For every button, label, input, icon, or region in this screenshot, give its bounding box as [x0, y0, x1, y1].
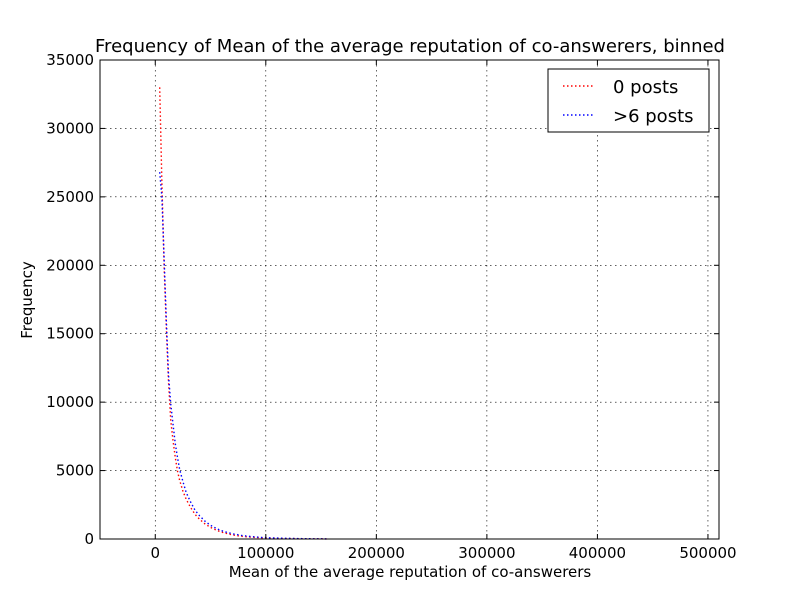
y-tick-label: 25000: [46, 188, 94, 206]
x-tick-label: 400000: [569, 544, 626, 562]
x-tick-label: 500000: [679, 544, 736, 562]
legend: 0 posts >6 posts: [547, 68, 710, 133]
x-tick-label: 200000: [348, 544, 405, 562]
y-tick-label: 30000: [46, 119, 94, 137]
series-line-6-plus-posts: [159, 172, 327, 540]
legend-box: [547, 68, 710, 133]
series-line-0-posts: [159, 87, 327, 540]
y-axis-title: Frequency: [18, 261, 36, 339]
legend-label-6-plus-posts: >6 posts: [613, 106, 694, 127]
y-tick-label: 20000: [46, 256, 94, 274]
y-tick-label: 15000: [46, 325, 94, 343]
y-tick-label: 0: [84, 530, 94, 548]
x-tick-label: 100000: [237, 544, 294, 562]
chart-title: Frequency of Mean of the average reputat…: [95, 36, 725, 57]
y-tick-label: 10000: [46, 393, 94, 411]
y-tick-label: 35000: [46, 51, 94, 69]
x-axis-title: Mean of the average reputation of co-ans…: [229, 563, 592, 581]
y-tick-label: 5000: [56, 462, 94, 480]
ticks: 0 100000 200000 300000 400000 500000 0 5000 1000…: [46, 51, 736, 562]
series-layer: [159, 87, 327, 540]
legend-label-0-posts: 0 posts: [613, 77, 678, 98]
plot-frame: [99, 59, 720, 540]
x-tick-label: 0: [150, 544, 160, 562]
x-tick-label: 300000: [458, 544, 515, 562]
